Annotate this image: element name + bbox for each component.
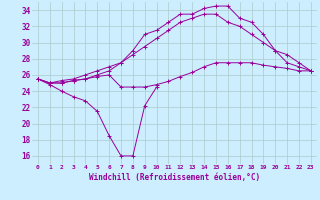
X-axis label: Windchill (Refroidissement éolien,°C): Windchill (Refroidissement éolien,°C) [89,173,260,182]
